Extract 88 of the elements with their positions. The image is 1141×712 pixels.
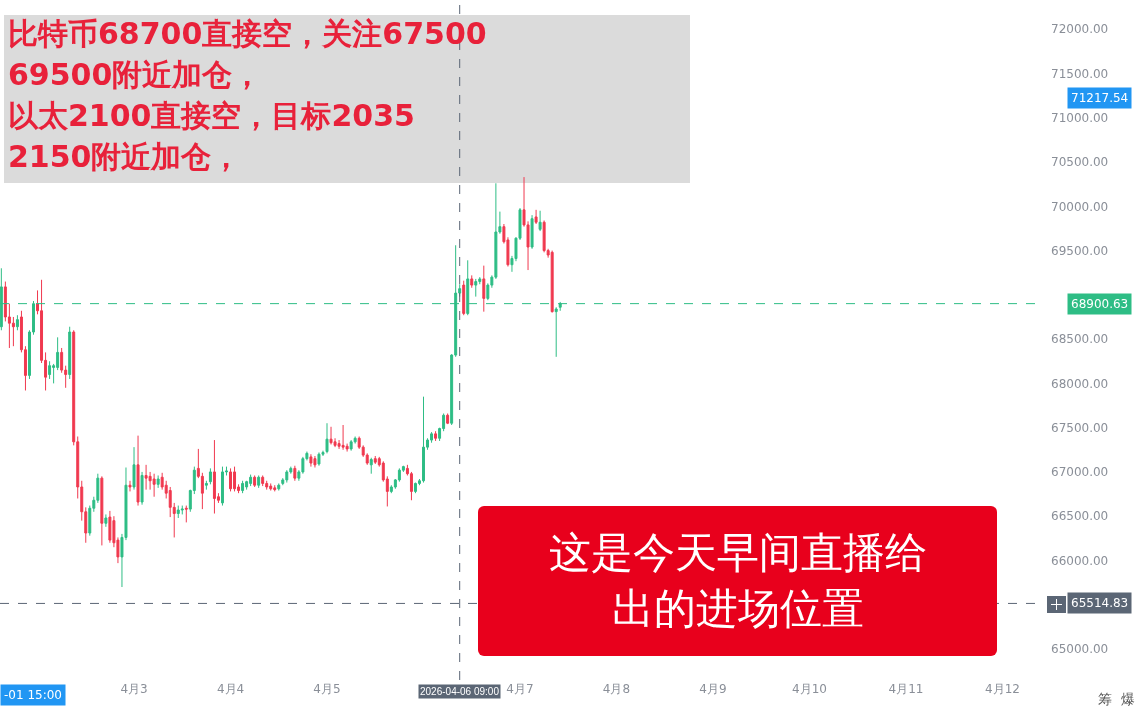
candlestick bbox=[313, 455, 317, 468]
y-tick-label: 67000.00 bbox=[1051, 465, 1109, 480]
annotation: 比特币68700直接空，关注67500 bbox=[8, 16, 487, 51]
candlestick bbox=[534, 209, 538, 225]
y-tick-label: 66000.00 bbox=[1051, 553, 1109, 568]
candlestick bbox=[550, 250, 554, 314]
y-tick-label: 66500.00 bbox=[1051, 509, 1109, 524]
callout-panel: 这是今天早间直播给出的进场位置 bbox=[478, 506, 997, 656]
candlestick bbox=[68, 326, 72, 380]
candlestick bbox=[229, 467, 232, 492]
candlestick bbox=[462, 280, 466, 316]
candlestick bbox=[269, 482, 273, 492]
y-tick-label: 68500.00 bbox=[1051, 332, 1109, 347]
candlestick bbox=[140, 471, 144, 506]
candlestick bbox=[369, 457, 373, 475]
text: 筹 bbox=[1098, 691, 1112, 707]
x-tick-label: 4月3 bbox=[120, 682, 148, 696]
candlestick bbox=[176, 505, 180, 519]
candlestick bbox=[293, 465, 297, 482]
candlestick bbox=[373, 455, 377, 465]
candlestick bbox=[325, 422, 329, 454]
candlestick bbox=[482, 265, 486, 313]
candlestick bbox=[261, 474, 265, 487]
candlestick bbox=[104, 513, 108, 528]
x-tick-label: 4月8 bbox=[602, 682, 631, 696]
candlestick bbox=[309, 453, 313, 468]
x-tick-label: 4月7 bbox=[506, 682, 534, 696]
candlestick bbox=[317, 451, 321, 467]
text: -01 15:00 bbox=[4, 688, 62, 702]
candlestick bbox=[15, 314, 19, 331]
candlestick bbox=[108, 510, 112, 544]
candlestick bbox=[422, 396, 425, 484]
candlestick bbox=[212, 439, 216, 515]
candlestick bbox=[434, 430, 438, 442]
candlestick bbox=[554, 306, 558, 358]
candlestick bbox=[446, 412, 450, 425]
candlestick bbox=[204, 480, 208, 491]
candlestick bbox=[253, 474, 257, 488]
x-tick-label: 4月9 bbox=[699, 682, 727, 696]
candlestick bbox=[538, 210, 542, 232]
candlestick bbox=[249, 474, 253, 487]
annotation: 69500附近加仓， bbox=[8, 57, 263, 92]
candlestick bbox=[277, 482, 281, 492]
ref-line-label: 65514.83 bbox=[1071, 596, 1129, 610]
annotation: 以太2100直接空，目标2035 bbox=[8, 98, 415, 133]
candlestick bbox=[48, 360, 52, 380]
y-tick-label: 70500.00 bbox=[1051, 155, 1109, 170]
candlestick bbox=[208, 467, 212, 485]
x-tick-label: 4月4 bbox=[216, 682, 245, 696]
candlestick bbox=[257, 474, 261, 489]
x-tick-label: 4月5 bbox=[313, 682, 341, 696]
candlestick bbox=[273, 484, 277, 492]
y-tick-label: 69500.00 bbox=[1051, 243, 1109, 258]
y-tick-label: 68000.00 bbox=[1051, 376, 1109, 391]
candlestick bbox=[329, 426, 333, 445]
candlestick bbox=[285, 469, 289, 484]
candlestick bbox=[128, 480, 132, 492]
y-tick-label: 65000.00 bbox=[1051, 642, 1109, 657]
candlestick bbox=[413, 482, 417, 494]
candlestick bbox=[136, 435, 140, 507]
candlestick bbox=[180, 505, 184, 515]
candlestick bbox=[152, 473, 156, 498]
candlestick bbox=[132, 446, 136, 491]
candlestick bbox=[156, 474, 160, 489]
candlestick bbox=[470, 274, 474, 289]
candlestick bbox=[233, 466, 237, 492]
x-tick-label: 4月11 bbox=[888, 682, 924, 696]
candlestick bbox=[100, 475, 104, 546]
y-tick-label: 70000.00 bbox=[1051, 199, 1109, 214]
annotation: 2150附近加仓， bbox=[8, 139, 242, 174]
y-tick-label: 71000.00 bbox=[1051, 110, 1109, 125]
x-tick-label: 4月10 bbox=[792, 682, 827, 696]
candlestick bbox=[474, 278, 478, 298]
ref-line-label: 68900.63 bbox=[1071, 297, 1129, 311]
candlestick bbox=[144, 464, 148, 491]
text: 71217.54 bbox=[1071, 91, 1129, 105]
candlestick bbox=[349, 439, 353, 452]
candlestick bbox=[184, 505, 188, 523]
candlestick bbox=[241, 480, 245, 494]
text: 爆 bbox=[1121, 691, 1135, 707]
ref-line-label: 2026-04-06 09:00 bbox=[420, 686, 500, 697]
candlestick bbox=[341, 424, 345, 451]
y-tick-label: 71500.00 bbox=[1051, 66, 1109, 81]
y-tick-label: 67500.00 bbox=[1051, 420, 1109, 435]
candlestick bbox=[220, 466, 224, 507]
y-tick-label: 72000.00 bbox=[1051, 22, 1109, 37]
x-tick-label: 4月12 bbox=[985, 682, 1020, 696]
candlestick bbox=[530, 214, 534, 250]
